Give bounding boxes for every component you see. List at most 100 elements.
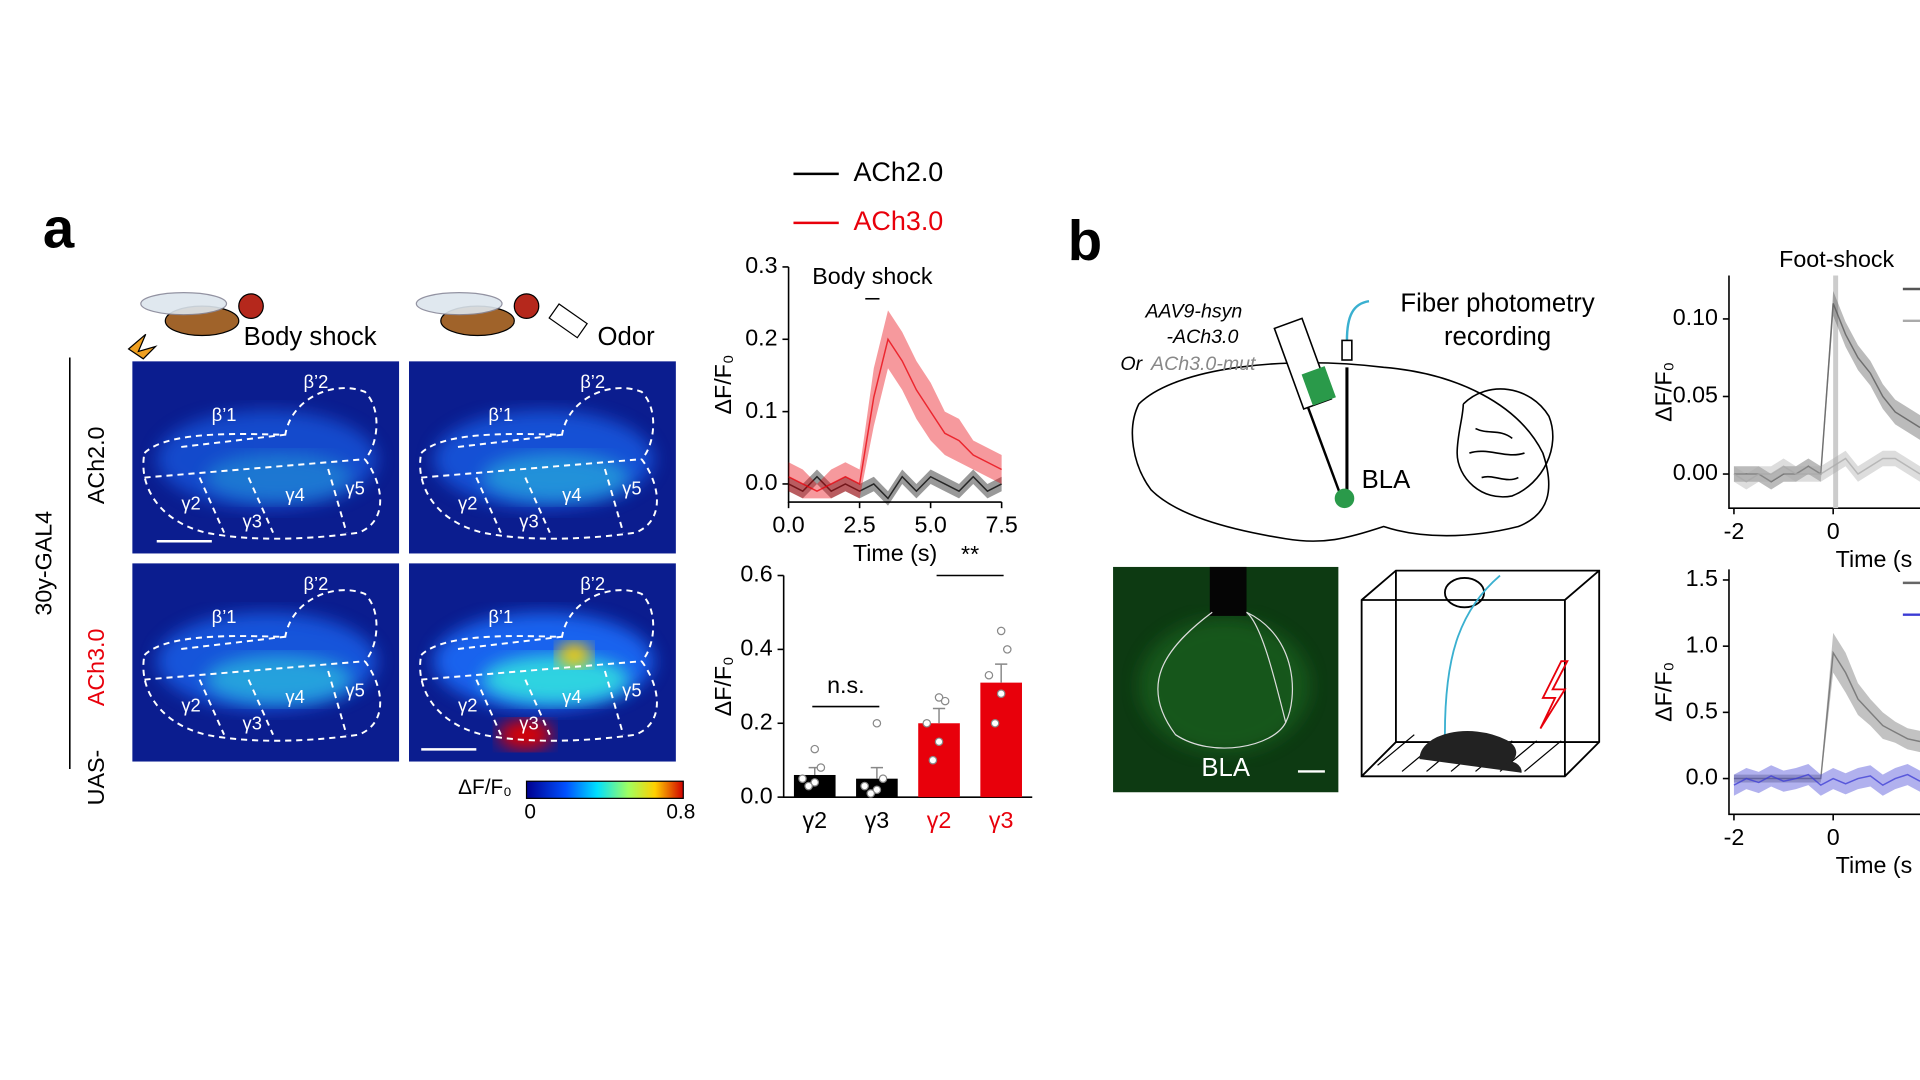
heatmap: β’1 β’2 γ2 γ3 γ4 γ5 (132, 563, 400, 762)
y-tick-label: 0.4 (740, 635, 772, 661)
region-label: γ2 (181, 694, 200, 715)
data-point (872, 718, 882, 728)
sensor-label: ACh3.0 (83, 629, 109, 707)
error-bar (932, 707, 946, 724)
region-label: β’1 (488, 606, 513, 627)
data-point (810, 778, 820, 787)
y-axis-label: ΔF/F₀ (710, 354, 736, 414)
x-tick-label: γ2 (927, 807, 952, 833)
colorbar (525, 780, 684, 799)
series-line (1733, 457, 1920, 483)
region-outline (419, 589, 658, 742)
region-outline (419, 387, 658, 540)
x-axis-label: Time (s (1836, 852, 1913, 878)
y-axis-label: ΔF/F₀ (710, 656, 736, 716)
region-outline (142, 387, 382, 540)
y-tick-label: 0.0 (745, 469, 777, 495)
y-tick-label: 0.6 (740, 561, 772, 587)
annotation: Body shock (812, 263, 933, 289)
region-label: γ2 (458, 694, 477, 715)
y-tick-label: 0.5 (1686, 697, 1718, 723)
data-point (996, 626, 1006, 636)
x-axis-label: Time (s (1836, 546, 1913, 572)
panel-label: a (43, 197, 75, 260)
heatmap-signal (482, 453, 630, 503)
x-tick-label: γ2 (802, 807, 827, 833)
heatmap: β’1 β’2 γ2 γ3 γ4 γ5 (408, 563, 676, 762)
stimulus-label: Body shock (244, 323, 377, 351)
y-tick-label: 0.2 (745, 324, 777, 350)
region-label: β’1 (488, 404, 513, 425)
y-tick-label: 1.5 (1686, 565, 1718, 591)
region-outline (142, 589, 382, 742)
data-point (984, 670, 994, 680)
y-axis-label: ΔF/F₀ (1650, 662, 1676, 722)
region-label: γ5 (345, 680, 364, 701)
significance-label: n.s. (827, 672, 864, 698)
series-line (788, 337, 1002, 493)
significance-label: ** (961, 541, 979, 567)
data-point (798, 774, 807, 783)
heatmap-signal (205, 453, 353, 503)
data-point (1003, 645, 1012, 654)
x-tick-label: 0.0 (772, 512, 804, 538)
region-label: γ3 (519, 511, 538, 532)
error-band (788, 310, 1002, 499)
error-band (1733, 632, 1920, 783)
y-tick-label: 0.0 (740, 782, 772, 808)
colorbar-tick: 0.8 (666, 801, 695, 824)
region-label: γ4 (285, 686, 304, 707)
data-point (934, 693, 944, 702)
error-bar (995, 663, 1008, 683)
region-label: γ2 (458, 492, 477, 513)
x-tick-label: 2.5 (843, 512, 875, 538)
virus-label: AAV9-hsyn (1144, 300, 1242, 322)
y-tick-label: 0.3 (745, 252, 777, 278)
region-label: γ2 (181, 492, 200, 513)
data-point (928, 755, 938, 765)
stimulus-band (1833, 275, 1839, 509)
x-tick-label: 0 (1827, 518, 1840, 544)
data-point (816, 763, 826, 772)
data-point (804, 781, 813, 791)
region-label: γ4 (285, 484, 304, 505)
heatmap-signal (498, 720, 553, 750)
region-label: β’2 (303, 371, 328, 392)
fly-illustration (127, 292, 588, 360)
x-tick-label: -2 (1724, 518, 1745, 544)
region-label: γ5 (622, 478, 641, 499)
heatmap-signal (557, 642, 592, 668)
bar (918, 723, 960, 798)
x-tick-label: 7.5 (985, 512, 1017, 538)
y-tick-label: 1.0 (1686, 631, 1718, 657)
x-tick-label: -2 (1724, 824, 1745, 850)
heatmap: β’1 β’2 γ2 γ3 γ4 γ5 (132, 361, 400, 554)
data-point (878, 774, 888, 783)
colorbar-tick: 0 (524, 801, 536, 824)
series-line (788, 475, 1002, 500)
brain-schematic (1131, 300, 1554, 542)
or-label: Or (1120, 353, 1143, 375)
region-label: BLA (1201, 754, 1250, 782)
data-point (990, 718, 1000, 728)
colorbar-label: ΔF/F₀ (458, 776, 512, 799)
driver-label: 30y-GAL4 (30, 511, 56, 616)
heatmap-signal (482, 655, 630, 705)
axis (1728, 569, 1920, 816)
x-axis-label: Time (s) (853, 540, 937, 566)
region-label: BLA (1362, 466, 1411, 494)
region-label: γ3 (243, 713, 262, 734)
error-band (1733, 763, 1920, 796)
fiber-label: recording (1444, 323, 1551, 351)
region-label: β’1 (212, 404, 237, 425)
bar (980, 682, 1022, 798)
y-tick-label: 0.2 (740, 708, 772, 734)
fiber-label: Fiber photometry (1400, 290, 1594, 318)
series-line (1733, 303, 1920, 483)
x-tick-label: γ3 (989, 807, 1014, 833)
y-tick-label: 0.05 (1673, 382, 1718, 408)
sensor-label: ACh2.0 (83, 426, 109, 504)
region-label: β’2 (580, 573, 605, 594)
y-tick-label: 0.10 (1673, 304, 1718, 330)
